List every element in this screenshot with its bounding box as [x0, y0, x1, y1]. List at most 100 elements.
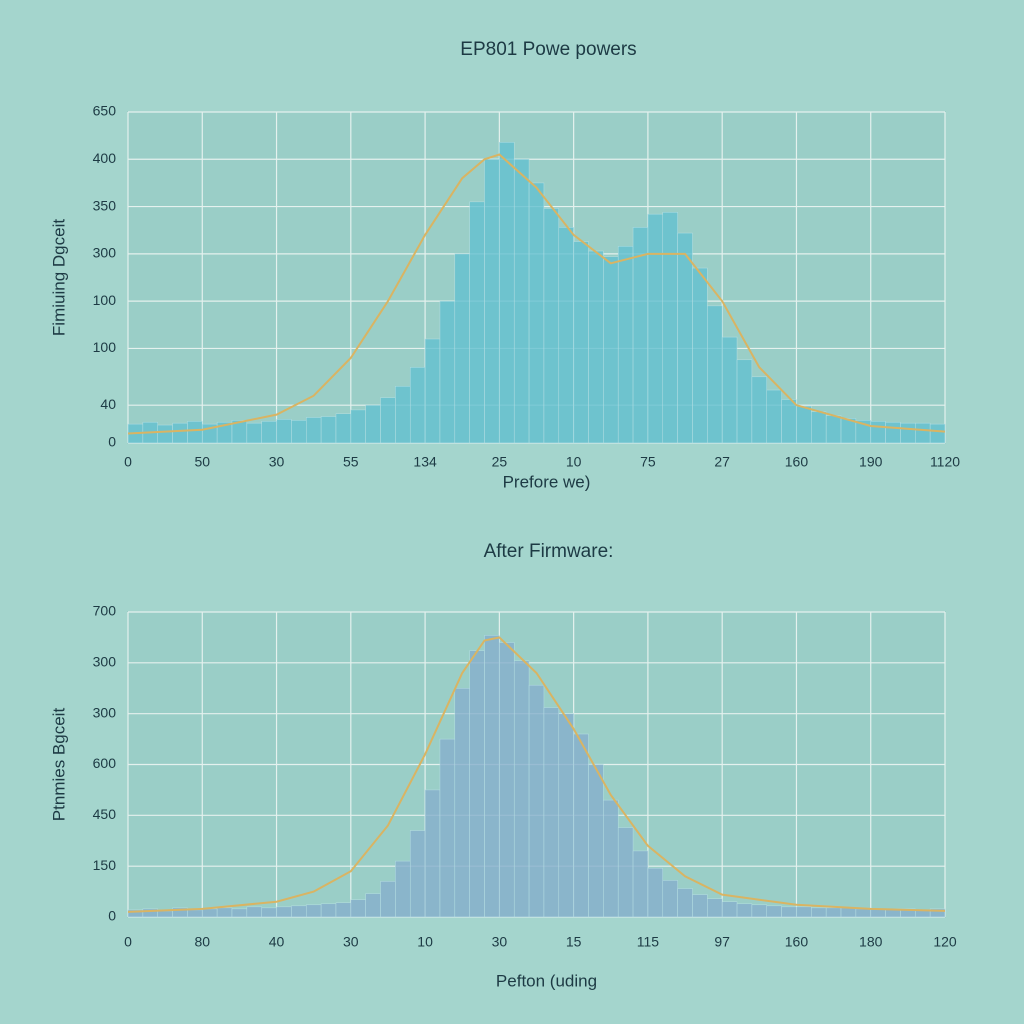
x-tick-label: 40	[269, 934, 285, 950]
y-tick-label: 350	[93, 197, 117, 213]
y-tick-label: 300	[93, 245, 117, 261]
x-tick-label: 30	[269, 454, 285, 470]
x-tick-label: 55	[343, 454, 359, 470]
x-tick-label: 25	[492, 454, 508, 470]
bar	[825, 415, 842, 444]
y-tick-label: 400	[93, 150, 117, 166]
x-tick-label: 50	[194, 454, 210, 470]
bar	[588, 250, 604, 444]
bar	[424, 338, 441, 444]
bar	[766, 389, 782, 444]
bar	[261, 420, 277, 444]
y-tick-label: 300	[93, 704, 117, 720]
x-tick-label: 15	[566, 934, 582, 950]
x-axis-label: Pefton (uding	[496, 971, 597, 990]
bar	[796, 906, 812, 918]
bar	[692, 894, 708, 918]
bar	[885, 421, 901, 444]
bar	[365, 893, 381, 918]
bar	[320, 903, 337, 918]
bar	[335, 902, 352, 918]
bar	[558, 713, 574, 918]
bar	[409, 367, 426, 444]
bar	[721, 336, 738, 444]
bar	[796, 405, 812, 444]
bar	[454, 253, 470, 444]
bar	[825, 907, 842, 918]
x-tick-label: 30	[343, 934, 359, 950]
bar	[900, 422, 916, 444]
x-tick-label: 10	[566, 454, 582, 470]
bar	[677, 232, 693, 444]
bar	[320, 416, 337, 444]
bar	[187, 909, 203, 918]
bar	[662, 211, 678, 444]
bar	[929, 908, 946, 918]
bar	[335, 413, 352, 444]
x-tick-label: 97	[714, 934, 730, 950]
bar	[751, 904, 767, 918]
bar	[380, 881, 396, 918]
bar	[751, 376, 767, 444]
bar	[781, 906, 797, 918]
bar	[395, 860, 411, 918]
bar	[707, 305, 723, 444]
bar	[811, 907, 827, 918]
bar	[454, 688, 470, 918]
bar	[647, 867, 664, 918]
bar	[276, 419, 292, 444]
bar	[484, 635, 500, 918]
x-tick-label: 27	[714, 454, 730, 470]
bar	[513, 159, 530, 444]
x-tick-label: 0	[124, 934, 132, 950]
bar	[513, 660, 530, 918]
bar	[558, 227, 574, 444]
y-tick-label: 300	[93, 654, 117, 670]
x-tick-label: 160	[785, 454, 809, 470]
x-tick-label: 10	[417, 934, 433, 950]
bar	[543, 208, 560, 444]
y-tick-label: 40	[100, 396, 116, 412]
x-tick-label: 115	[637, 934, 660, 950]
x-tick-label: 0	[124, 454, 132, 470]
bar	[915, 422, 931, 444]
y-tick-label: 0	[108, 908, 116, 924]
x-tick-label: 30	[492, 934, 508, 950]
y-axis-label: Ptnmies Bgceit	[49, 708, 68, 822]
y-tick-label: 100	[93, 339, 117, 355]
bar	[781, 399, 797, 444]
bar	[840, 907, 857, 918]
bar	[439, 738, 456, 918]
bar	[276, 906, 292, 918]
bar	[202, 908, 218, 918]
y-tick-label: 0	[108, 434, 116, 450]
bar	[766, 905, 782, 918]
bar	[350, 899, 366, 918]
bar	[172, 422, 188, 444]
bar	[306, 904, 322, 918]
x-tick-label: 75	[640, 454, 656, 470]
bar	[499, 642, 515, 918]
bar	[350, 409, 366, 444]
y-tick-label: 600	[93, 755, 117, 771]
x-tick-label: 120	[933, 934, 957, 950]
bar	[617, 246, 634, 444]
y-tick-label: 150	[93, 857, 117, 873]
bar	[484, 159, 500, 444]
y-axis-label: Fimiuing Dgceit	[49, 219, 68, 336]
bar	[216, 907, 233, 918]
x-tick-label: 160	[785, 934, 809, 950]
x-tick-label: 134	[413, 454, 437, 470]
chart-title: After Firmware:	[484, 541, 614, 562]
x-axis-label: Prefore we)	[503, 472, 591, 491]
bar	[736, 359, 753, 444]
bar	[543, 707, 560, 918]
bar	[573, 733, 589, 918]
fit-line	[127, 153, 946, 435]
bar	[855, 908, 871, 918]
bar	[603, 256, 619, 444]
y-tick-label: 100	[93, 292, 117, 308]
bar	[647, 213, 664, 444]
bar	[677, 888, 693, 918]
